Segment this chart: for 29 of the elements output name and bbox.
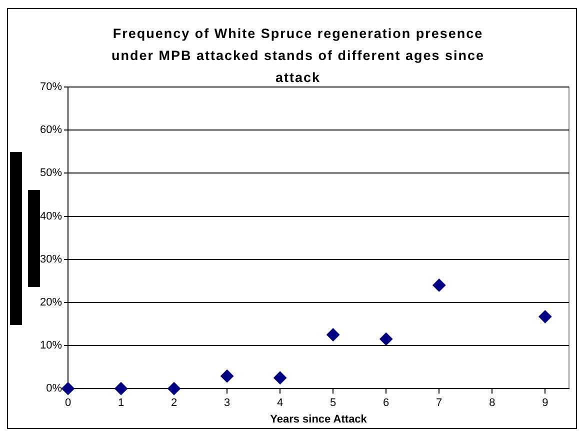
x-axis-title: Years since Attack <box>270 413 368 426</box>
y-tick-label: 70% <box>40 81 62 94</box>
point <box>274 371 287 384</box>
y-tick-label: 30% <box>40 253 62 266</box>
x-tick-label: 0 <box>64 397 72 410</box>
x-tick-label: 1 <box>118 397 124 410</box>
y-tick-label: 60% <box>40 124 62 136</box>
point <box>114 382 128 396</box>
point <box>538 310 552 324</box>
y-tick-label: 20% <box>40 296 62 308</box>
x-tick-label: 4 <box>277 397 284 410</box>
x-tick-label: 9 <box>542 397 548 410</box>
chart-title: Frequency of White Spruce regeneration presence under MPB attacked stands of different ages since attack <box>110 25 486 87</box>
x-tick-label: 8 <box>489 397 496 410</box>
x-tick-label: 6 <box>383 397 390 410</box>
point <box>380 332 393 346</box>
y-tick-label: 10% <box>40 340 62 352</box>
x-tick-label: 2 <box>170 397 178 410</box>
point <box>168 382 181 396</box>
x-tick-label: 3 <box>224 397 230 410</box>
point <box>62 382 75 396</box>
point <box>326 328 340 342</box>
y-tick-label: 40% <box>40 210 62 222</box>
y-tick-label: 0% <box>46 382 62 395</box>
point <box>220 370 234 383</box>
y-tick-label: 50% <box>40 167 62 180</box>
x-tick-label: 5 <box>330 397 336 410</box>
x-tick-label: 7 <box>436 397 442 410</box>
point <box>432 278 446 292</box>
